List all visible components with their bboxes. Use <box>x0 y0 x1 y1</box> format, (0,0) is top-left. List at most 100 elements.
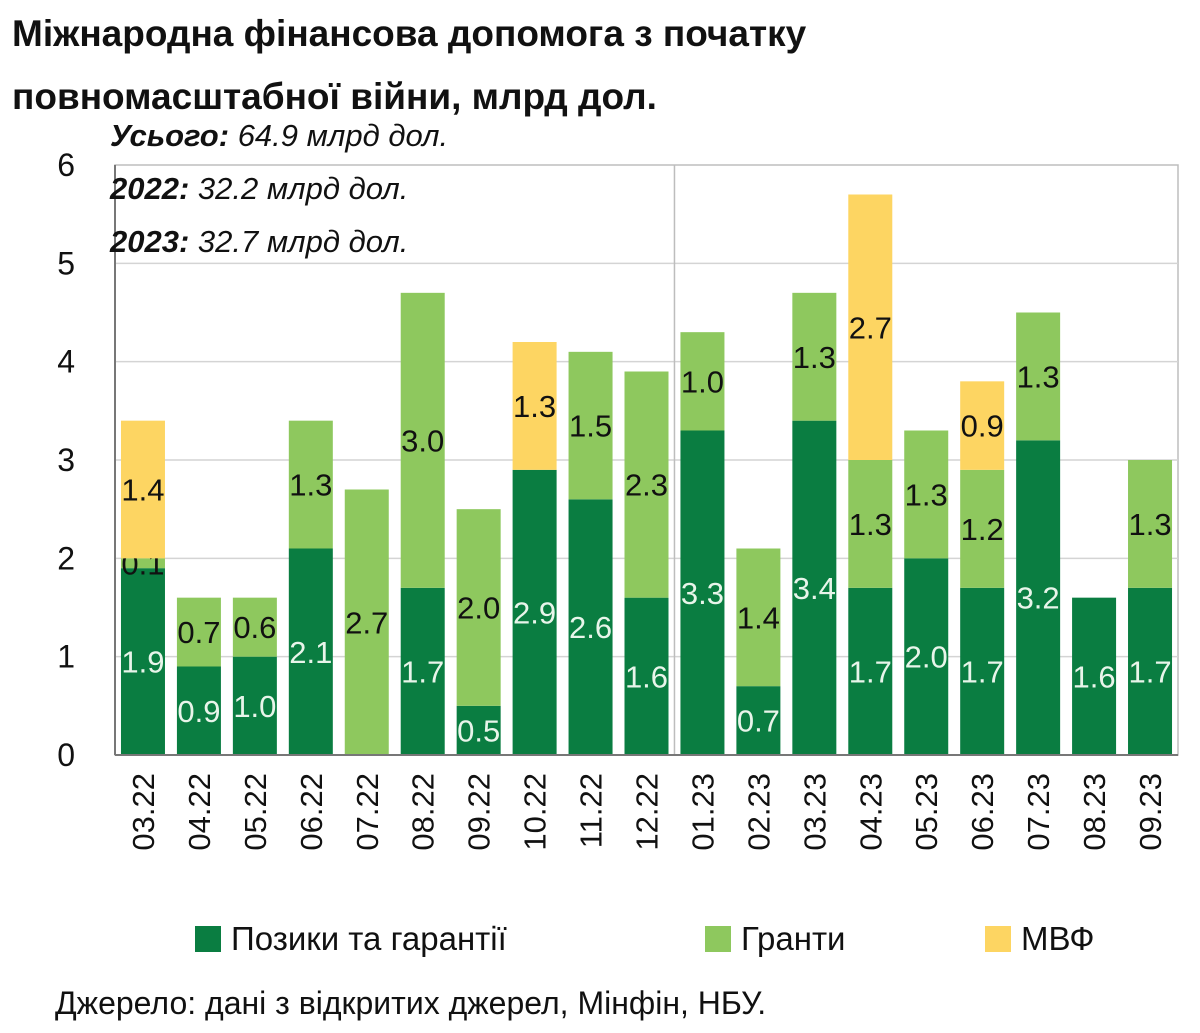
bar-segment <box>400 587 445 755</box>
x-tick-label: 01.23 <box>685 773 720 851</box>
bar-segment <box>288 420 333 549</box>
data-label: 1.4 <box>737 600 780 635</box>
bar-segment <box>1072 597 1117 755</box>
data-label: 0.6 <box>233 610 276 645</box>
legend-item-loans: Позики та гарантії <box>195 920 507 958</box>
bar-segment <box>568 499 613 755</box>
legend-swatch <box>705 926 731 952</box>
y-tick-label: 3 <box>57 442 75 478</box>
data-label: 3.0 <box>401 423 444 458</box>
data-label: 1.3 <box>793 340 836 375</box>
bar-segment <box>344 489 389 755</box>
x-tick-label: 08.23 <box>1077 773 1112 851</box>
bar-segment <box>120 558 165 569</box>
x-tick-label: 03.22 <box>126 773 161 851</box>
data-label: 0.9 <box>961 409 1004 444</box>
data-label: 2.3 <box>625 468 668 503</box>
data-label: 2.1 <box>289 635 332 670</box>
data-label: 1.7 <box>1128 654 1171 689</box>
data-label: 0.7 <box>737 704 780 739</box>
y-tick-label: 2 <box>57 540 75 576</box>
annotation-label: Усього: <box>110 118 230 153</box>
x-tick-label: 06.23 <box>965 773 1000 851</box>
legend-swatch <box>985 926 1011 952</box>
annotation-2022: 2022: 32.2 млрд дол. <box>110 171 408 207</box>
data-label: 1.6 <box>1073 659 1116 694</box>
legend-swatch <box>195 926 221 952</box>
x-tick-label: 04.23 <box>853 773 888 851</box>
bar-segment <box>400 292 445 588</box>
data-label: 1.4 <box>121 473 164 508</box>
x-tick-label: 07.22 <box>350 773 385 851</box>
bar-segment <box>848 194 893 460</box>
data-label: 2.9 <box>513 595 556 630</box>
data-label: 0.5 <box>457 713 500 748</box>
data-label: 1.3 <box>849 507 892 542</box>
x-tick-label: 03.23 <box>797 773 832 851</box>
bar-segment <box>680 430 725 755</box>
chart-title-line2: повномасштабної війни, млрд дол. <box>12 76 657 117</box>
legend-item-imf: МВФ <box>985 920 1095 958</box>
x-tick-label: 09.23 <box>1133 773 1168 851</box>
legend-label: МВФ <box>1021 920 1095 957</box>
x-tick-label: 02.23 <box>741 773 776 851</box>
bar-segment <box>1128 587 1173 755</box>
annotation-value: 32.2 млрд дол. <box>189 171 409 206</box>
bar-segment <box>624 371 669 598</box>
x-tick-label: 06.22 <box>294 773 329 851</box>
x-tick-label: 04.22 <box>182 773 217 851</box>
x-tick-label: 08.22 <box>406 773 441 851</box>
data-label: 1.2 <box>961 512 1004 547</box>
legend-item-grants: Гранти <box>705 920 846 958</box>
x-tick-label: 09.22 <box>462 773 497 851</box>
data-label: 3.4 <box>793 571 836 606</box>
bar-segment <box>288 548 333 755</box>
y-tick-label: 4 <box>57 344 75 380</box>
bar-segment <box>456 509 501 706</box>
bar-segment <box>624 597 669 755</box>
data-label: 2.7 <box>345 605 388 640</box>
legend-label: Гранти <box>741 920 846 957</box>
annotation-label: 2022: <box>110 171 190 206</box>
x-tick-label: 07.23 <box>1021 773 1056 851</box>
data-label: 2.0 <box>905 640 948 675</box>
y-tick-label: 1 <box>57 639 75 675</box>
data-label: 1.3 <box>905 477 948 512</box>
bar-segment <box>904 558 949 755</box>
data-label: 3.2 <box>1017 581 1060 616</box>
chart-title-line1: Міжнародна фінансова допомога з початку <box>12 13 807 54</box>
bar-segment <box>848 587 893 755</box>
x-tick-label: 10.22 <box>518 773 553 851</box>
data-label: 1.9 <box>121 645 164 680</box>
bar-segment <box>960 381 1005 470</box>
x-tick-label: 05.23 <box>909 773 944 851</box>
annotation-total: Усього: 64.9 млрд дол. <box>110 118 448 154</box>
bar-segment <box>960 469 1005 588</box>
bar-segment <box>960 587 1005 755</box>
data-label: 1.7 <box>849 654 892 689</box>
bar-segment <box>176 597 221 667</box>
data-label: 1.7 <box>961 654 1004 689</box>
y-tick-label: 0 <box>57 737 75 773</box>
data-label: 1.0 <box>233 689 276 724</box>
x-tick-label: 05.22 <box>238 773 273 851</box>
data-label: 3.3 <box>681 576 724 611</box>
data-label: 1.6 <box>625 659 668 694</box>
x-tick-label: 11.22 <box>574 773 609 848</box>
bar-segment <box>1128 460 1173 588</box>
bar-segment <box>1016 312 1061 441</box>
annotation-value: 64.9 млрд дол. <box>229 118 449 153</box>
source-note: Джерело: дані з відкритих джерел, Мінфін… <box>55 985 767 1021</box>
data-label: 0.7 <box>177 615 220 650</box>
y-tick-label: 5 <box>57 245 75 281</box>
bar-segment <box>120 420 165 559</box>
bar-segment <box>1016 440 1061 755</box>
bar-segment <box>904 430 949 559</box>
bar-segment <box>848 460 893 588</box>
data-label: 2.6 <box>569 610 612 645</box>
data-label: 2.0 <box>457 591 500 626</box>
legend-label: Позики та гарантії <box>231 920 507 957</box>
data-label: 1.3 <box>513 389 556 424</box>
